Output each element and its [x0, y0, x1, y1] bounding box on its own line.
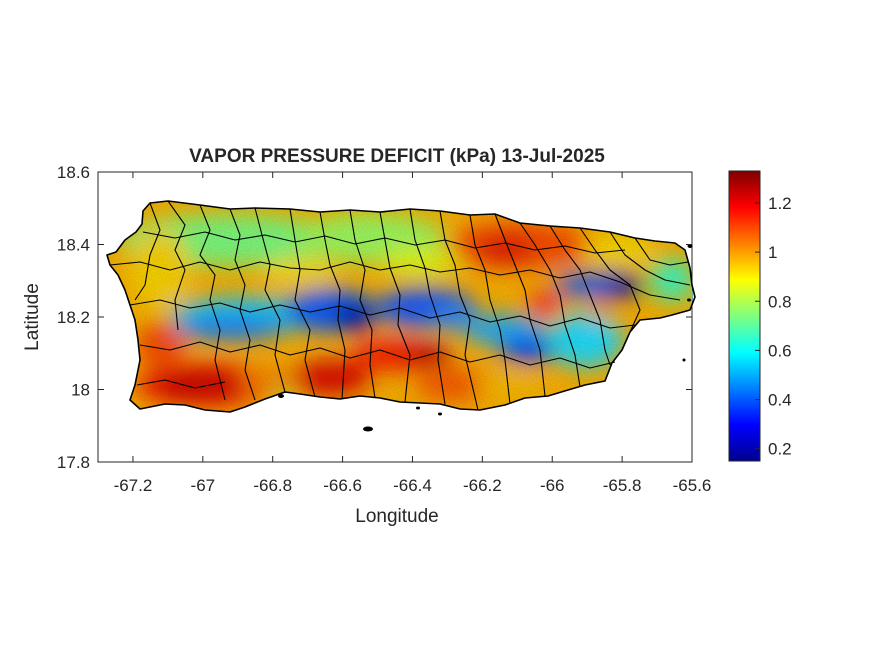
x-tick-label: -67 [191, 476, 216, 495]
x-axis-label: Longitude [355, 506, 438, 527]
colorbar [728, 170, 761, 462]
x-tick-label: -66 [540, 476, 565, 495]
colorbar-tick-label: 0.2 [768, 440, 792, 459]
x-tick-label: -66.6 [323, 476, 362, 495]
colorbar-tick-label: 0.6 [768, 341, 792, 360]
island-outline [106, 200, 696, 413]
y-tick-label: 18.2 [57, 308, 90, 327]
x-tick-label: -65.6 [673, 476, 712, 495]
x-axis-ticks: -67.2 -67 -66.8 -66.6 -66.4 -66.2 -66 -65.8 -65.… [114, 172, 712, 495]
x-tick-label: -66.4 [393, 476, 432, 495]
y-axis-label: Latitude [22, 283, 43, 351]
y-tick-label: 18.6 [57, 163, 90, 182]
colorbar-ticks: 0.2 0.4 0.6 0.8 1 1.2 [755, 194, 792, 459]
colorbar-tick-label: 0.8 [768, 292, 792, 311]
municipality-boundaries [109, 200, 691, 411]
x-tick-label: -66.2 [463, 476, 502, 495]
colorbar-tick-label: 0.4 [768, 391, 792, 410]
x-tick-label: -67.2 [114, 476, 153, 495]
x-tick-label: -65.8 [603, 476, 642, 495]
colorbar-tick-label: 1 [768, 243, 777, 262]
y-tick-label: 18 [71, 381, 90, 400]
x-tick-label: -66.8 [253, 476, 292, 495]
y-tick-label: 17.8 [57, 453, 90, 472]
y-tick-label: 18.4 [57, 236, 90, 255]
y-axis-ticks: 17.8 18 18.2 18.4 18.6 [57, 163, 692, 472]
map-title: VAPOR PRESSURE DEFICIT (kPa) 13-Jul-2025 [189, 146, 605, 167]
colorbar-tick-label: 1.2 [768, 194, 792, 213]
